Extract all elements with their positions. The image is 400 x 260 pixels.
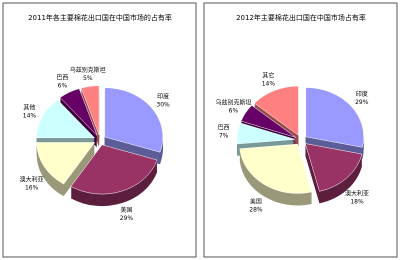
slice-value-label: 14% xyxy=(262,80,276,87)
slice-value-label: 29% xyxy=(120,215,134,222)
slice-label: 美国 xyxy=(250,198,262,206)
slice-value-label: 16% xyxy=(25,184,39,191)
slice-value-label: 28% xyxy=(249,207,263,214)
slice xyxy=(36,142,96,185)
slice-value-label: 18% xyxy=(350,199,364,206)
slice-label: 其它 xyxy=(262,71,274,79)
slice xyxy=(59,88,98,136)
panel-left xyxy=(2,2,197,258)
slice-label: 巴西 xyxy=(218,124,230,131)
slice-value-label: 7% xyxy=(219,132,229,139)
slice-label: 美国 xyxy=(120,206,132,214)
slice-value-label: 14% xyxy=(23,112,37,119)
slice xyxy=(36,99,96,139)
slice xyxy=(254,85,299,136)
slice-value-label: 6% xyxy=(58,82,68,89)
slice-label: 乌兹别克斯坦 xyxy=(215,98,251,106)
slice xyxy=(305,87,364,148)
slice-label: 澳大利亚 xyxy=(345,190,369,198)
slice xyxy=(240,105,296,138)
slice-label: 印度 xyxy=(157,93,169,101)
slice-value-label: 6% xyxy=(229,107,239,114)
slice xyxy=(304,143,363,192)
slice xyxy=(236,122,296,145)
slice-label: 巴西 xyxy=(56,74,68,81)
chart-title: 2012年主要棉花出口国在中国市场占有率 xyxy=(236,13,366,22)
chart-title: 2011年各主要棉花出口国在中国市场的占有率 xyxy=(28,13,172,22)
slice-label: 其他 xyxy=(23,103,35,111)
slice xyxy=(104,87,164,153)
slice-value-label: 29% xyxy=(355,99,369,106)
slice-value-label: 30% xyxy=(156,102,170,109)
slice xyxy=(70,144,158,195)
panel-right xyxy=(203,2,398,258)
slice xyxy=(239,143,312,194)
slice-label: 乌兹别克斯坦 xyxy=(70,66,106,74)
slice-value-label: 5% xyxy=(83,75,93,82)
slice-label: 澳大利亚 xyxy=(20,175,44,183)
slice xyxy=(80,85,100,136)
slice-label: 印度 xyxy=(356,90,368,98)
